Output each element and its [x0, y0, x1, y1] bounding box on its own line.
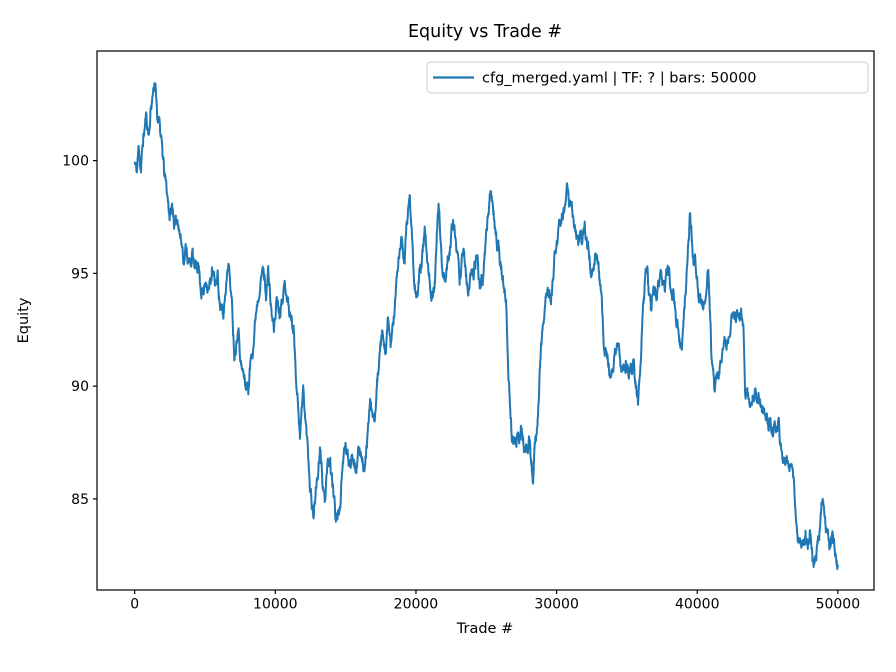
chart-title: Equity vs Trade #: [408, 22, 562, 42]
x-tick-label: 40000: [675, 597, 720, 613]
x-axis-label: Trade #: [456, 621, 513, 637]
y-axis-label: Equity: [16, 297, 32, 343]
x-tick-label: 20000: [394, 597, 439, 613]
legend: cfg_merged.yaml | TF: ? | bars: 50000: [426, 61, 869, 94]
legend-box: [426, 61, 869, 94]
equity-line: [133, 82, 839, 571]
y-tick-label: 95: [71, 266, 89, 282]
x-tick-label: 0: [130, 597, 139, 613]
legend-label: cfg_merged.yaml | TF: ? | bars: 50000: [482, 71, 757, 87]
y-tick-label: 85: [71, 492, 89, 508]
x-tick-label: 10000: [253, 597, 298, 613]
y-tick-label: 90: [71, 379, 89, 395]
x-tick-label: 50000: [816, 597, 861, 613]
y-ticks: 85 90 95 100: [62, 154, 97, 508]
plot-border: [96, 50, 875, 591]
y-tick-label: 100: [62, 154, 89, 170]
x-ticks: 0 10000 20000 30000 40000 50000: [130, 590, 860, 613]
x-tick-label: 30000: [534, 597, 579, 613]
